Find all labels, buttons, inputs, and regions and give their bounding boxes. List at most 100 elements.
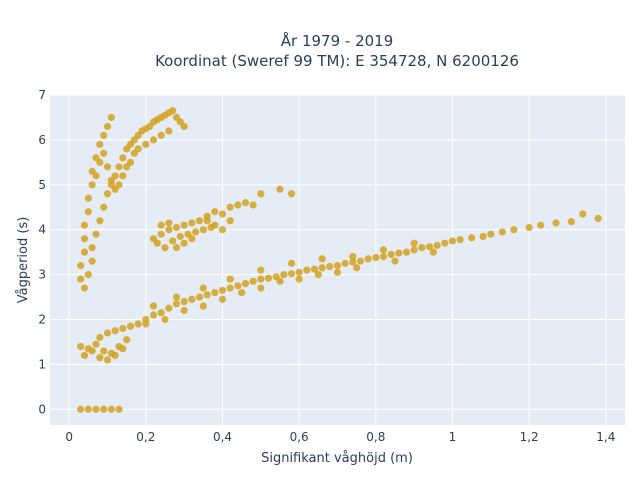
scatter-point	[88, 257, 96, 265]
scatter-point	[510, 226, 518, 234]
scatter-point	[257, 275, 265, 283]
scatter-point	[199, 226, 207, 234]
scatter-point	[77, 405, 85, 413]
y-tick-label: 1	[38, 357, 46, 371]
scatter-point	[234, 282, 242, 290]
scatter-point	[238, 288, 246, 297]
scatter-point	[391, 257, 399, 265]
scatter-point	[165, 127, 173, 135]
scatter-point	[107, 176, 115, 184]
scatter-point	[111, 327, 119, 335]
scatter-point	[410, 246, 418, 254]
scatter-point	[123, 336, 131, 344]
scatter-point	[180, 306, 188, 315]
scatter-point	[80, 284, 89, 292]
scatter-point	[103, 329, 112, 337]
scatter-point	[552, 219, 560, 227]
scatter-point	[441, 239, 449, 247]
scatter-point	[96, 140, 104, 148]
scatter-point	[211, 288, 219, 297]
scatter-point	[280, 270, 288, 279]
scatter-point	[287, 190, 296, 198]
scatter-point	[77, 342, 85, 351]
scatter-point	[326, 262, 334, 271]
scatter-point	[149, 311, 158, 319]
chart-title-line-2: Koordinat (Sweref 99 TM): E 354728, N 62…	[155, 52, 519, 70]
y-axis-title: Vågperiod (s)	[16, 217, 31, 304]
scatter-point	[195, 293, 204, 301]
scatter-point	[218, 210, 227, 218]
scatter-point	[115, 163, 123, 171]
scatter-point	[119, 345, 127, 353]
scatter-point	[157, 309, 165, 317]
scatter-point	[203, 217, 211, 225]
scatter-point	[433, 241, 441, 250]
scatter-point	[364, 255, 372, 263]
scatter-point	[249, 277, 257, 285]
x-tick-label: 1,4	[596, 430, 615, 444]
scatter-point	[567, 218, 575, 226]
scatter-point	[100, 149, 108, 157]
scatter-point	[314, 270, 322, 279]
scatter-point	[188, 235, 196, 243]
scatter-point	[80, 235, 89, 243]
scatter-point	[92, 230, 100, 238]
grid-lines	[50, 94, 625, 425]
y-tick-label: 2	[38, 312, 46, 326]
scatter-point	[199, 302, 207, 310]
scatter-point	[80, 248, 89, 256]
scatter-point	[425, 243, 434, 251]
scatter-point	[226, 203, 234, 211]
scatter-point	[142, 140, 150, 148]
scatter-point	[203, 291, 211, 299]
scatter-point	[429, 248, 437, 256]
scatter-point	[295, 268, 303, 276]
scatter-point	[479, 232, 487, 241]
scatter-point	[410, 239, 418, 247]
scatter-point	[172, 293, 181, 301]
scatter-point	[161, 315, 169, 324]
scatter-point	[356, 257, 365, 265]
scatter-point	[257, 284, 265, 292]
chart-title-line-1: År 1979 - 2019	[281, 31, 394, 50]
scatter-point	[241, 199, 250, 207]
y-tick-label: 6	[38, 133, 46, 147]
scatter-point	[234, 201, 242, 209]
x-tick-label: 0,2	[136, 430, 155, 444]
scatter-point	[180, 122, 188, 131]
scatter-point	[199, 284, 207, 292]
y-tick-label: 0	[38, 402, 46, 416]
scatter-point	[88, 181, 96, 189]
scatter-point	[134, 145, 142, 153]
scatter-point	[295, 275, 303, 283]
scatter-point	[176, 232, 184, 241]
scatter-point	[318, 264, 326, 272]
scatter-point	[84, 208, 92, 216]
y-tick-label: 4	[38, 223, 46, 237]
scatter-point	[157, 221, 165, 229]
scatter-point	[88, 244, 96, 252]
x-tick-label: 0,8	[366, 430, 385, 444]
scatter-point	[387, 250, 395, 258]
scatter-point	[149, 136, 158, 144]
x-tick-label: 0,4	[213, 430, 232, 444]
tick-labels: 0 0,2 0,4 0,6 0,8 1 1,2 1,4 0 1 2 3 4 5 6 7	[38, 88, 615, 444]
scatter-point	[498, 228, 506, 236]
scatter-point	[172, 300, 181, 308]
scatter-point	[448, 237, 457, 245]
scatter-point	[353, 264, 361, 272]
scatter-point	[103, 190, 112, 198]
scatter-point	[92, 405, 100, 413]
scatter-point	[119, 172, 127, 180]
scatter-point	[119, 324, 127, 333]
x-tick-label: 0	[65, 430, 73, 444]
scatter-point	[107, 113, 115, 122]
scatter-point	[126, 158, 135, 166]
scatter-point	[456, 235, 464, 244]
y-tick-label: 3	[38, 268, 46, 282]
scatter-point	[341, 259, 349, 267]
scatter-point	[241, 279, 250, 288]
scatter-point	[161, 244, 169, 252]
scatter-point	[157, 131, 165, 140]
